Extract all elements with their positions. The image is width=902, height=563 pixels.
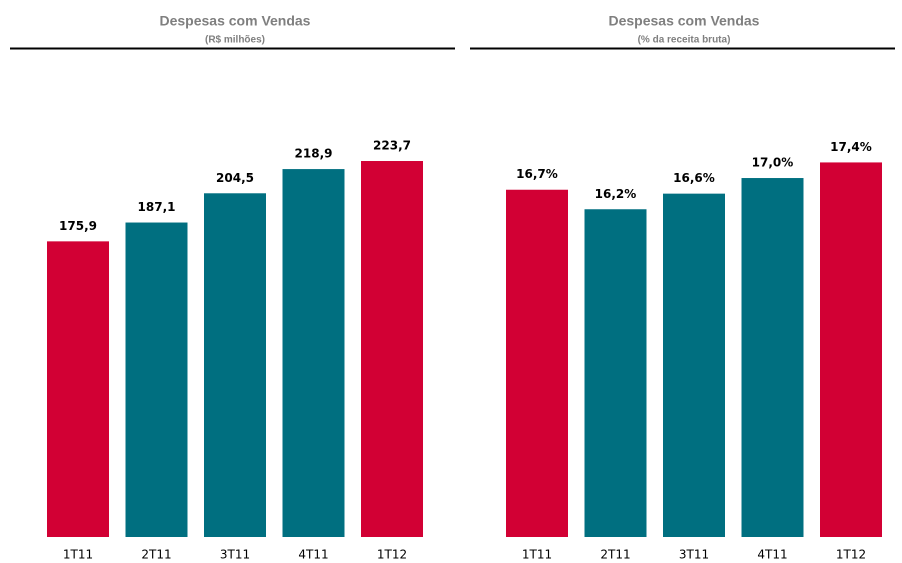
data-label: 223,7 bbox=[373, 139, 411, 153]
x-tick-label: 2T11 bbox=[141, 548, 171, 562]
bar bbox=[125, 222, 188, 537]
bar bbox=[47, 241, 109, 537]
x-tick-label: 1T12 bbox=[377, 548, 407, 562]
data-label: 16,2% bbox=[595, 187, 637, 201]
data-label: 16,6% bbox=[673, 171, 715, 185]
bar bbox=[204, 193, 266, 537]
bar bbox=[820, 162, 882, 537]
x-tick-label: 3T11 bbox=[220, 548, 250, 562]
x-tick-label: 4T11 bbox=[757, 548, 787, 562]
x-tick-label: 4T11 bbox=[298, 548, 328, 562]
bar bbox=[663, 193, 725, 537]
data-label: 17,4% bbox=[830, 140, 872, 154]
data-label: 204,5 bbox=[216, 171, 254, 185]
x-tick-label: 1T12 bbox=[836, 548, 866, 562]
chart-subtitle: (R$ milhões) bbox=[205, 35, 265, 46]
x-tick-label: 3T11 bbox=[679, 548, 709, 562]
chart-subtitle: (% da receita bruta) bbox=[638, 35, 731, 46]
bar bbox=[506, 189, 568, 537]
data-label: 218,9 bbox=[295, 147, 333, 161]
x-tick-label: 1T11 bbox=[522, 548, 552, 562]
data-label: 175,9 bbox=[59, 219, 97, 233]
bar bbox=[741, 178, 804, 538]
data-label: 17,0% bbox=[752, 156, 794, 170]
data-label: 16,7% bbox=[516, 167, 558, 181]
bar bbox=[584, 209, 647, 537]
x-tick-label: 1T11 bbox=[63, 548, 93, 562]
x-tick-label: 2T11 bbox=[600, 548, 630, 562]
bar bbox=[282, 169, 345, 537]
chart-title: Despesas com Vendas bbox=[609, 13, 760, 29]
chart-title: Despesas com Vendas bbox=[160, 13, 311, 29]
bar bbox=[361, 161, 423, 538]
data-label: 187,1 bbox=[138, 200, 176, 214]
